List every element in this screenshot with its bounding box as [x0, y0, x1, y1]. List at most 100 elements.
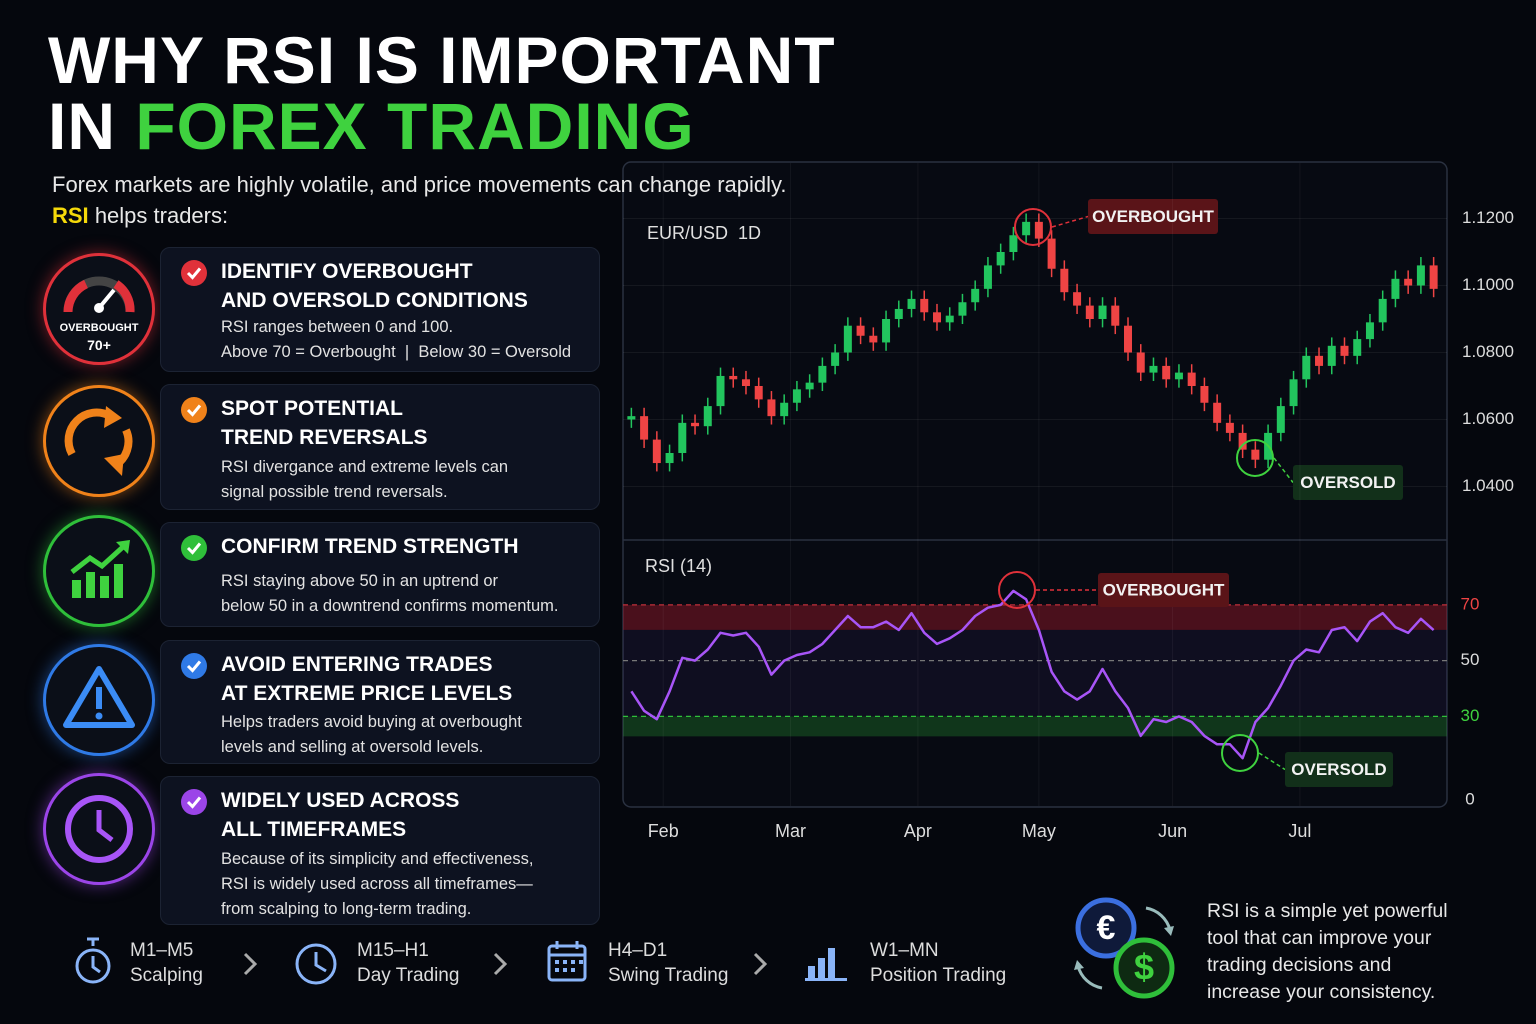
card-text-line: Above 70 = Overbought | Below 30 = Overs… [221, 343, 572, 361]
x-tick-label: Mar [775, 821, 806, 841]
candle-body [932, 312, 941, 323]
title-line1: WHY RSI IS IMPORTANT [48, 23, 836, 97]
candle-body [1416, 265, 1425, 286]
card-title: SPOT POTENTIAL TREND REVERSALS [221, 394, 428, 452]
oversold-label: OVERSOLD [1300, 473, 1395, 492]
candle-body [1022, 221, 1031, 236]
candle-body [1327, 345, 1336, 366]
candle-body [1009, 235, 1018, 252]
timeframe-use: Day Trading [357, 965, 460, 986]
oversold-leader [1273, 457, 1294, 483]
note-line: RSI is a simple yet powerful [1207, 900, 1448, 922]
timeframe-use: Position Trading [870, 965, 1007, 986]
growth-icon [43, 515, 155, 627]
candle-body [1085, 305, 1094, 319]
timeframe-code: H4–D1 [608, 940, 668, 961]
oversold-zone [623, 716, 1447, 737]
candle-body [652, 439, 661, 464]
y-tick-label: 1.0800 [1462, 342, 1514, 361]
clock-icon [43, 773, 155, 885]
card: WIDELY USED ACROSS ALL TIMEFRAMES Because… [160, 776, 600, 925]
intro: Forex markets are highly volatile, and p… [52, 172, 787, 197]
overbought-zone [623, 604, 1447, 630]
card-title: AVOID ENTERING TRADES AT EXTREME PRICE LE… [221, 650, 512, 708]
card-title-line: SPOT POTENTIAL [221, 397, 404, 420]
candle-body [1391, 278, 1400, 299]
candle-body [792, 389, 801, 403]
candle-body [1187, 372, 1196, 386]
x-tick-label: May [1022, 821, 1056, 841]
candle-body [1302, 355, 1311, 380]
candle-body [1404, 278, 1413, 286]
note-line: trading decisions and [1207, 954, 1392, 976]
intro-rest: helps traders: [94, 203, 229, 228]
card-title-line: TREND REVERSALS [221, 426, 428, 449]
oversold-box [1293, 465, 1403, 500]
card: SPOT POTENTIAL TREND REVERSALS RSI diverg… [160, 384, 600, 510]
candle-body [1238, 432, 1247, 450]
candle-body [1149, 365, 1158, 373]
timeframe-code: M15–H1 [357, 940, 429, 961]
candle-body [754, 386, 763, 400]
candle-body [869, 335, 878, 343]
rsi-line [630, 589, 1435, 760]
candle-body [729, 375, 738, 380]
price-chart-title: EUR/USD 1D [647, 223, 761, 243]
timeframe: M1–M5 Scalping [130, 938, 203, 988]
candle-body [767, 399, 776, 417]
card-text: Because of its simplicity and effectiven… [221, 847, 533, 922]
candle-body [996, 252, 1005, 266]
overbought-label: OVERBOUGHT [1092, 207, 1214, 226]
candle-body [1429, 265, 1438, 289]
timeframe: M15–H1 Day Trading [357, 938, 459, 988]
check-icon [181, 260, 207, 286]
candle-body [971, 288, 980, 303]
x-tick-label: Feb [648, 821, 679, 841]
candle-body [1276, 406, 1285, 433]
y-tick-label: 1.0600 [1462, 409, 1514, 428]
gauge-graphic [63, 276, 135, 313]
candle-body [1060, 268, 1069, 293]
candle-body [741, 379, 750, 386]
card-title-line: ALL TIMEFRAMES [221, 818, 407, 841]
note-line: increase your consistency. [1207, 981, 1436, 1003]
candle-body [640, 416, 649, 440]
candle-body [843, 325, 852, 353]
candle-body [665, 453, 674, 464]
y-tick-label: 30 [1461, 706, 1480, 725]
candle-body [983, 265, 992, 289]
gauge-value: 70+ [87, 337, 111, 353]
chart-panel [622, 161, 1448, 808]
candle-body [1225, 422, 1234, 433]
card-text-line: levels and selling at oversold levels. [221, 738, 484, 756]
currency-icon: € $ [1074, 897, 1175, 999]
candle-body [627, 416, 636, 420]
reversal-icon [43, 385, 155, 497]
timeframe: H4–D1 Swing Trading [608, 938, 728, 988]
card-text-line: below 50 in a downtrend confirms momentu… [221, 597, 559, 615]
candle-body [1174, 372, 1183, 380]
svg-text:€: € [1097, 909, 1116, 947]
candle-body [1353, 339, 1362, 356]
timeframe-icons [75, 937, 847, 985]
rsi-overbought-label: OVERBOUGHT [1103, 580, 1225, 599]
check-icon [181, 653, 207, 679]
candle-body [1073, 292, 1082, 306]
candle-body [1136, 352, 1145, 373]
card-title-line: AT EXTREME PRICE LEVELS [221, 682, 513, 705]
x-tick-label: Apr [904, 821, 932, 841]
y-tick-label: 70 [1461, 594, 1480, 613]
card-title-line: AND OVERSOLD CONDITIONS [221, 289, 528, 312]
warning-icon [43, 644, 155, 756]
neutral-zone [623, 629, 1447, 717]
title-highlight: FOREX TRADING [135, 89, 695, 163]
card-text-line: RSI divergance and extreme levels can [221, 458, 509, 476]
candle-body [1034, 221, 1043, 239]
timeframe-use: Scalping [130, 965, 203, 986]
candle-body [716, 375, 725, 407]
svg-text:$: $ [1134, 947, 1154, 988]
rsi-oversold-box [1285, 752, 1393, 787]
candle-body [1047, 238, 1056, 269]
card-text-line: RSI staying above 50 in an uptrend or [221, 572, 499, 590]
